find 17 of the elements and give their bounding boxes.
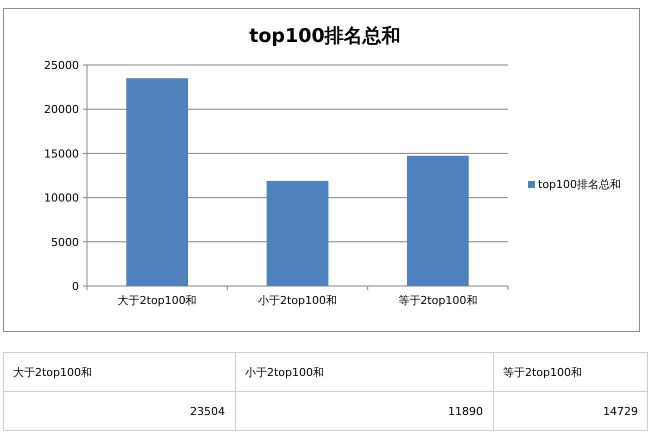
y-tick-label: 5000 <box>51 236 79 249</box>
x-tick-label: 小于2top100和 <box>258 294 338 307</box>
text: 23504 <box>190 405 225 418</box>
text: 14729 <box>603 405 638 418</box>
category-label: 等于2top100和 <box>503 366 582 379</box>
y-tick-label: 10000 <box>44 192 79 205</box>
category-label: 大于2top100和 <box>13 366 92 379</box>
y-tick-label: 0 <box>72 280 79 293</box>
y-tick-label: 25000 <box>44 59 79 72</box>
category-label: 小于2top100和 <box>245 366 324 379</box>
x-tick-label: 大于2top100和 <box>118 294 197 307</box>
y-tick-label: 15000 <box>44 147 79 160</box>
legend-label: top100排名总和 <box>538 178 622 191</box>
x-tick-label: 等于2top100和 <box>398 294 478 307</box>
chart-title: top100排名总和 <box>249 25 401 47</box>
text: 11890 <box>448 405 483 418</box>
y-tick-label: 20000 <box>44 103 79 116</box>
